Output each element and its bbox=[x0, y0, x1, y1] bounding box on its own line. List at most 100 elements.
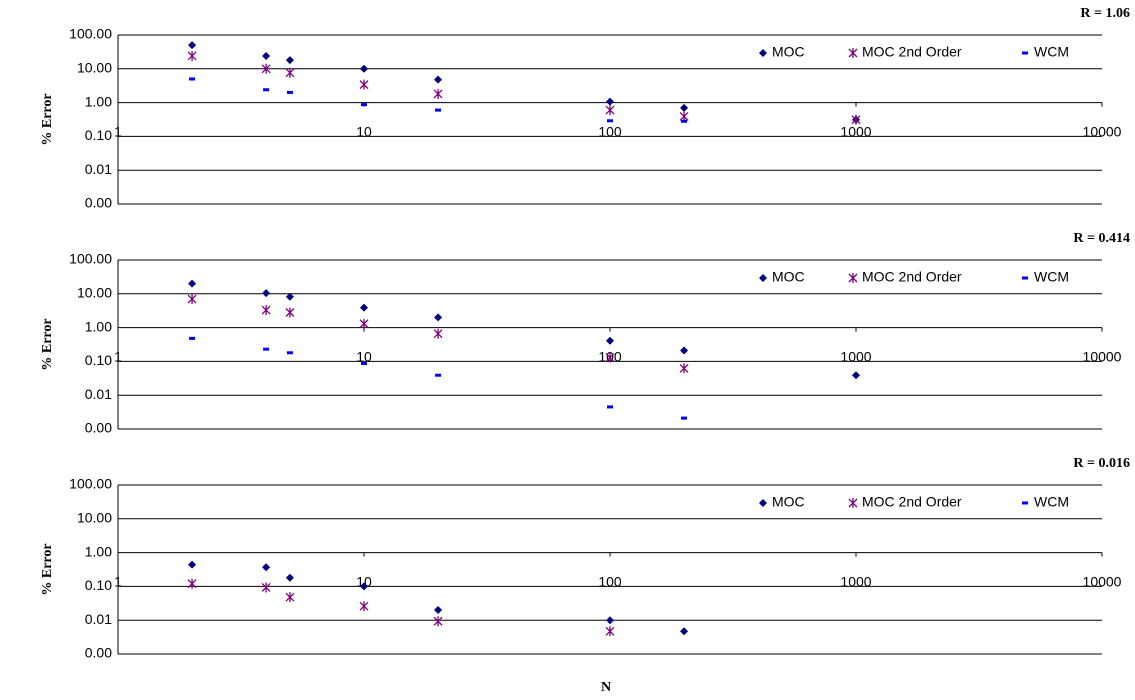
y-axis-label: % Error bbox=[40, 543, 55, 595]
marker-asterisk bbox=[851, 114, 861, 125]
marker-diamond bbox=[188, 279, 197, 288]
marker-diamond bbox=[360, 64, 368, 73]
y-tick-label: 10.00 bbox=[77, 510, 112, 526]
marker-diamond bbox=[285, 56, 294, 65]
marker-asterisk bbox=[433, 88, 443, 99]
marker-dash bbox=[681, 119, 688, 123]
legend-label: MOC 2nd Order bbox=[862, 44, 962, 60]
marker-diamond bbox=[188, 560, 197, 569]
legend-label: MOC 2nd Order bbox=[862, 494, 962, 510]
marker-dash bbox=[189, 77, 196, 81]
marker-dash bbox=[286, 90, 293, 94]
legend-label: MOC bbox=[772, 269, 805, 285]
marker-asterisk bbox=[848, 273, 858, 283]
marker-asterisk bbox=[261, 582, 271, 593]
marker-dash bbox=[263, 347, 270, 351]
marker-asterisk bbox=[187, 50, 197, 61]
y-tick-label: 1.00 bbox=[85, 318, 112, 334]
y-tick-label: 10.00 bbox=[77, 285, 112, 301]
panel-title: R = 1.06 bbox=[1080, 6, 1130, 21]
marker-asterisk bbox=[359, 601, 369, 612]
marker-diamond bbox=[262, 51, 271, 60]
marker-dash bbox=[1022, 501, 1028, 505]
marker-asterisk bbox=[261, 305, 271, 316]
marker-diamond bbox=[262, 289, 271, 298]
x-tick-label: 1000 bbox=[840, 573, 871, 589]
marker-diamond bbox=[680, 346, 689, 355]
marker-diamond bbox=[434, 75, 443, 84]
marker-asterisk bbox=[261, 63, 271, 74]
marker-diamond bbox=[434, 313, 443, 322]
legend-label: WCM bbox=[1034, 44, 1069, 60]
marker-asterisk bbox=[679, 111, 689, 122]
marker-asterisk bbox=[848, 498, 858, 508]
marker-diamond bbox=[434, 606, 443, 615]
y-tick-label: 0.00 bbox=[85, 195, 112, 211]
marker-asterisk bbox=[285, 307, 295, 318]
marker-diamond bbox=[606, 97, 614, 106]
legend-label: WCM bbox=[1034, 269, 1069, 285]
marker-dash bbox=[361, 361, 367, 365]
y-tick-label: 0.10 bbox=[85, 352, 112, 368]
x-tick-label: 1 bbox=[114, 123, 122, 139]
y-tick-label: 1.00 bbox=[85, 93, 112, 109]
marker-diamond bbox=[852, 371, 860, 380]
x-tick-label: 1000 bbox=[840, 348, 871, 364]
x-axis-label: N bbox=[601, 680, 611, 695]
marker-diamond bbox=[680, 627, 689, 636]
y-tick-label: 0.00 bbox=[85, 645, 112, 661]
x-tick-label: 100 bbox=[598, 123, 622, 139]
marker-asterisk bbox=[285, 67, 295, 78]
marker-dash bbox=[361, 103, 367, 107]
marker-diamond bbox=[759, 274, 767, 282]
marker-asterisk bbox=[605, 105, 615, 116]
marker-dash bbox=[189, 336, 196, 340]
marker-asterisk bbox=[187, 578, 197, 589]
x-tick-label: 1 bbox=[114, 573, 122, 589]
marker-dash bbox=[435, 108, 442, 112]
y-tick-label: 0.01 bbox=[85, 611, 112, 627]
marker-dash bbox=[607, 119, 613, 123]
marker-dash bbox=[607, 405, 613, 409]
marker-diamond bbox=[759, 49, 767, 57]
y-tick-label: 0.00 bbox=[85, 420, 112, 436]
marker-dash bbox=[435, 373, 442, 377]
marker-dash bbox=[263, 88, 270, 92]
marker-asterisk bbox=[359, 79, 369, 90]
marker-asterisk bbox=[679, 363, 689, 374]
marker-dash bbox=[681, 416, 688, 420]
marker-dash bbox=[286, 351, 293, 355]
panel-title: R = 0.414 bbox=[1073, 231, 1130, 246]
y-tick-label: 0.10 bbox=[85, 127, 112, 143]
marker-asterisk bbox=[433, 616, 443, 627]
legend-label: WCM bbox=[1034, 494, 1069, 510]
y-axis-label: % Error bbox=[40, 93, 55, 145]
legend-label: MOC bbox=[772, 494, 805, 510]
x-tick-label: 10000 bbox=[1083, 123, 1122, 139]
legend-label: MOC bbox=[772, 44, 805, 60]
marker-asterisk bbox=[605, 352, 615, 363]
panel-title: R = 0.016 bbox=[1073, 456, 1130, 471]
marker-diamond bbox=[360, 303, 368, 312]
marker-asterisk bbox=[285, 592, 295, 603]
marker-diamond bbox=[606, 336, 614, 345]
marker-asterisk bbox=[359, 318, 369, 329]
marker-diamond bbox=[360, 582, 368, 591]
marker-diamond bbox=[759, 499, 767, 507]
x-tick-label: 10 bbox=[356, 123, 372, 139]
y-axis-label: % Error bbox=[40, 318, 55, 370]
x-tick-label: 10000 bbox=[1083, 573, 1122, 589]
marker-diamond bbox=[262, 563, 271, 572]
y-tick-label: 0.10 bbox=[85, 577, 112, 593]
x-tick-label: 1 bbox=[114, 348, 122, 364]
y-tick-label: 0.01 bbox=[85, 386, 112, 402]
x-tick-label: 10 bbox=[356, 348, 372, 364]
y-tick-label: 10.00 bbox=[77, 60, 112, 76]
y-tick-label: 100.00 bbox=[69, 476, 112, 492]
x-tick-label: 100 bbox=[598, 573, 622, 589]
x-tick-label: 10000 bbox=[1083, 348, 1122, 364]
marker-diamond bbox=[285, 573, 294, 582]
legend-label: MOC 2nd Order bbox=[862, 269, 962, 285]
marker-dash bbox=[1022, 276, 1028, 280]
